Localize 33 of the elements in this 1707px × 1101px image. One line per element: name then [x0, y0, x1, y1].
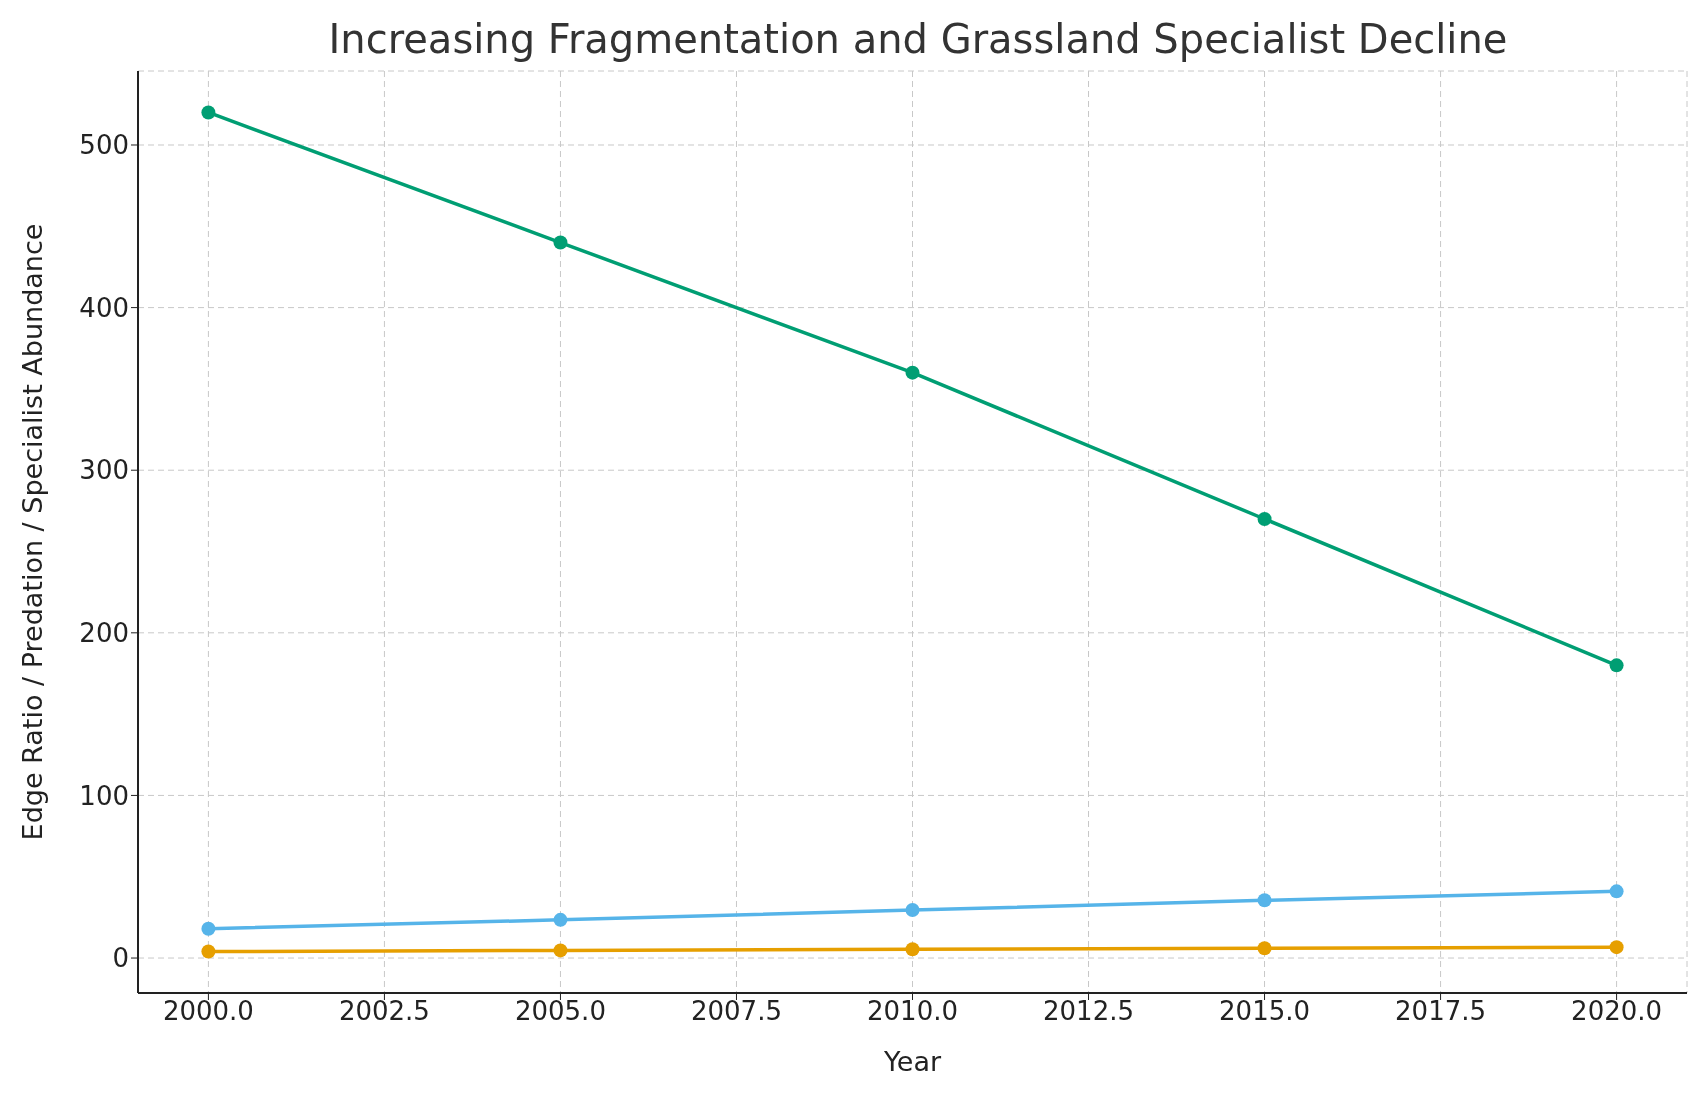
- point: [905, 365, 920, 380]
- x-tick-label: 2015.0: [1219, 996, 1311, 1027]
- point: [553, 943, 568, 958]
- x-axis-title: Year: [882, 1046, 942, 1077]
- x-tick-label: 2007.5: [690, 996, 782, 1027]
- y-tick-label: 500: [79, 130, 129, 161]
- point: [1609, 884, 1624, 899]
- point: [553, 235, 568, 250]
- x-tick-label: 2020.0: [1571, 996, 1663, 1027]
- point: [905, 903, 920, 918]
- x-tick-label: 2000.0: [162, 996, 254, 1027]
- y-tick-label: 100: [79, 780, 129, 811]
- x-tick-label: 2002.5: [338, 996, 430, 1027]
- point: [1257, 941, 1272, 956]
- x-tick-label: 2010.0: [867, 996, 958, 1027]
- x-tick-label: 2005.0: [514, 996, 606, 1027]
- y-tick-label: 0: [112, 943, 129, 974]
- y-axis-title: Edge Ratio / Predation / Specialist Abundance: [16, 223, 48, 841]
- x-tick-label: 2017.5: [1395, 996, 1487, 1027]
- x-tick-label: 2012.5: [1043, 996, 1135, 1027]
- point: [201, 921, 216, 936]
- y-tick-label: 300: [79, 455, 129, 486]
- y-tick-label: 400: [79, 292, 129, 323]
- y-tick-label: 200: [79, 618, 129, 649]
- point: [201, 944, 216, 959]
- point: [201, 105, 216, 120]
- point: [1257, 893, 1272, 908]
- chart-title: Increasing Fragmentation and Grassland Specialist Decline: [327, 16, 1509, 62]
- point: [553, 912, 568, 927]
- point: [1609, 940, 1624, 955]
- point: [1609, 658, 1624, 673]
- point: [1257, 511, 1272, 526]
- point: [905, 942, 920, 957]
